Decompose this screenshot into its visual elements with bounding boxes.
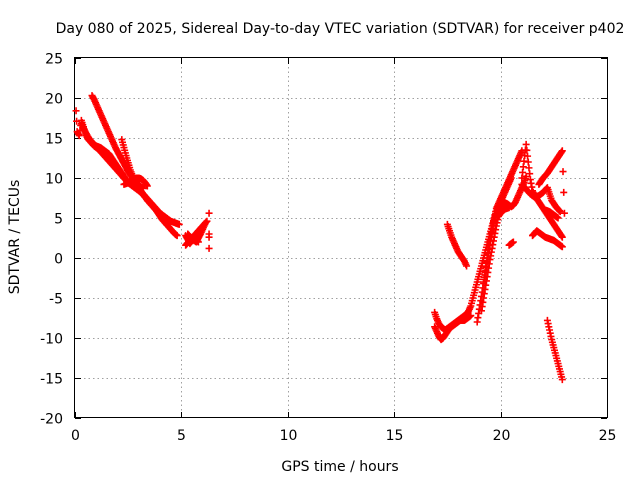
data-point xyxy=(505,204,513,212)
data-point xyxy=(526,170,534,178)
data-point xyxy=(558,147,566,155)
data-point xyxy=(463,262,471,270)
series-15 xyxy=(543,316,566,384)
data-point xyxy=(205,209,213,217)
y-tick-label: -5 xyxy=(49,292,63,308)
series-2 xyxy=(77,120,164,217)
data-point xyxy=(558,243,566,251)
data-point xyxy=(139,184,147,192)
x-tick-label: 25 xyxy=(599,428,617,444)
data-point xyxy=(524,158,532,166)
x-tick-label: 10 xyxy=(280,428,298,444)
data-point xyxy=(556,208,564,216)
series-4 xyxy=(120,174,151,190)
data-point xyxy=(559,168,567,176)
plot-frame xyxy=(74,57,608,418)
y-axis-label: SDTVAR / TECUs xyxy=(7,180,23,295)
y-tick-label: 5 xyxy=(54,212,63,228)
data-point xyxy=(194,238,202,246)
data-point xyxy=(467,312,475,320)
y-tick-label: -20 xyxy=(40,412,63,428)
series-5 xyxy=(182,209,213,252)
data-point xyxy=(524,152,532,160)
x-tick-label: 15 xyxy=(386,428,404,444)
series-12 xyxy=(505,140,566,249)
y-tick-label: 0 xyxy=(54,252,63,268)
x-tick-label: 5 xyxy=(177,428,186,444)
data-point xyxy=(72,107,80,115)
y-tick-label: 25 xyxy=(45,52,63,68)
series-13 xyxy=(518,180,566,251)
data-point xyxy=(560,188,568,196)
series-7 xyxy=(431,312,475,344)
data-point xyxy=(558,376,566,384)
y-tick-labels: -20 -15 -10 -5 0 5 10 15 20 25 xyxy=(40,52,63,428)
series-11 xyxy=(477,204,513,315)
data-point xyxy=(175,220,183,228)
data-points xyxy=(72,92,568,384)
chart-title: Day 080 of 2025, Sidereal Day-to-day VTE… xyxy=(56,21,625,37)
data-point xyxy=(560,209,568,217)
data-point xyxy=(201,220,209,228)
data-point xyxy=(156,209,164,217)
data-point xyxy=(173,232,181,240)
y-tick-label: 15 xyxy=(45,132,63,148)
data-point xyxy=(143,182,151,190)
grid xyxy=(75,58,607,418)
x-tick-labels: 0 5 10 15 20 25 xyxy=(71,428,616,444)
data-point xyxy=(509,238,517,246)
y-tick-label: 10 xyxy=(45,172,63,188)
x-axis-label: GPS time / hours xyxy=(281,459,398,475)
series-1 xyxy=(88,92,183,228)
data-point xyxy=(522,140,530,148)
y-tick-label: -10 xyxy=(40,332,63,348)
series-8 xyxy=(443,220,471,270)
data-point xyxy=(205,244,213,252)
data-point xyxy=(525,164,533,172)
y-tick-label: 20 xyxy=(45,92,63,108)
data-point xyxy=(205,233,213,241)
x-tick-label: 20 xyxy=(493,428,511,444)
data-point xyxy=(558,233,566,241)
series-10 xyxy=(480,147,526,286)
data-point xyxy=(522,172,530,180)
data-point xyxy=(554,214,562,222)
series-14 xyxy=(535,147,568,222)
axis-ticks xyxy=(75,58,608,419)
data-point xyxy=(523,146,531,154)
y-tick-label: -15 xyxy=(40,372,63,388)
x-tick-label: 0 xyxy=(71,428,80,444)
